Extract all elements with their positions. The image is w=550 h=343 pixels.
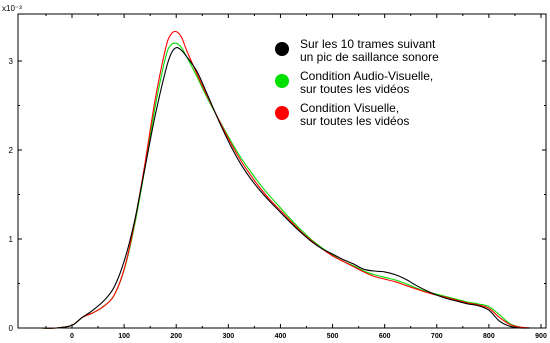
- x-tick-label: 700: [431, 333, 443, 338]
- x-tick-label: 200: [170, 333, 182, 338]
- y-multiplier-label: x10⁻³: [2, 4, 22, 13]
- x-tick-label: 800: [483, 333, 495, 338]
- y-axis: 0 1 2 3: [9, 57, 546, 333]
- y-tick-label: 3: [9, 57, 14, 66]
- y-tick-label: 2: [9, 146, 14, 155]
- legend-label: un pic de saillance sonore: [300, 50, 439, 64]
- x-tick-label: 900: [535, 333, 547, 338]
- legend-label: sur toutes les vidéos: [300, 82, 409, 96]
- y-tick-label: 1: [9, 235, 14, 244]
- y-tick-label: 0: [9, 324, 14, 333]
- x-tick-label: 500: [327, 333, 339, 338]
- legend-marker: [275, 106, 289, 120]
- x-tick-label: 600: [379, 333, 391, 338]
- legend-marker: [275, 74, 289, 88]
- x-tick-label: 400: [275, 333, 287, 338]
- series-line: [40, 47, 531, 329]
- x-tick-label: 300: [222, 333, 234, 338]
- legend-label: sur toutes les vidéos: [300, 114, 409, 128]
- x-tick-label: 100: [118, 333, 130, 338]
- series-layer: [40, 30, 531, 329]
- plot-frame: [17, 13, 547, 329]
- legend-label: Sur les 10 trames suivant: [300, 37, 436, 51]
- legend-label: Condition Audio-Visuelle,: [300, 69, 433, 83]
- x-axis: 0 100 200 300 400 500 600 700 800 900: [45, 14, 547, 340]
- legend-label: Condition Visuelle,: [300, 101, 399, 115]
- x-tick-label: 0: [70, 333, 74, 338]
- legend-marker: [275, 42, 289, 56]
